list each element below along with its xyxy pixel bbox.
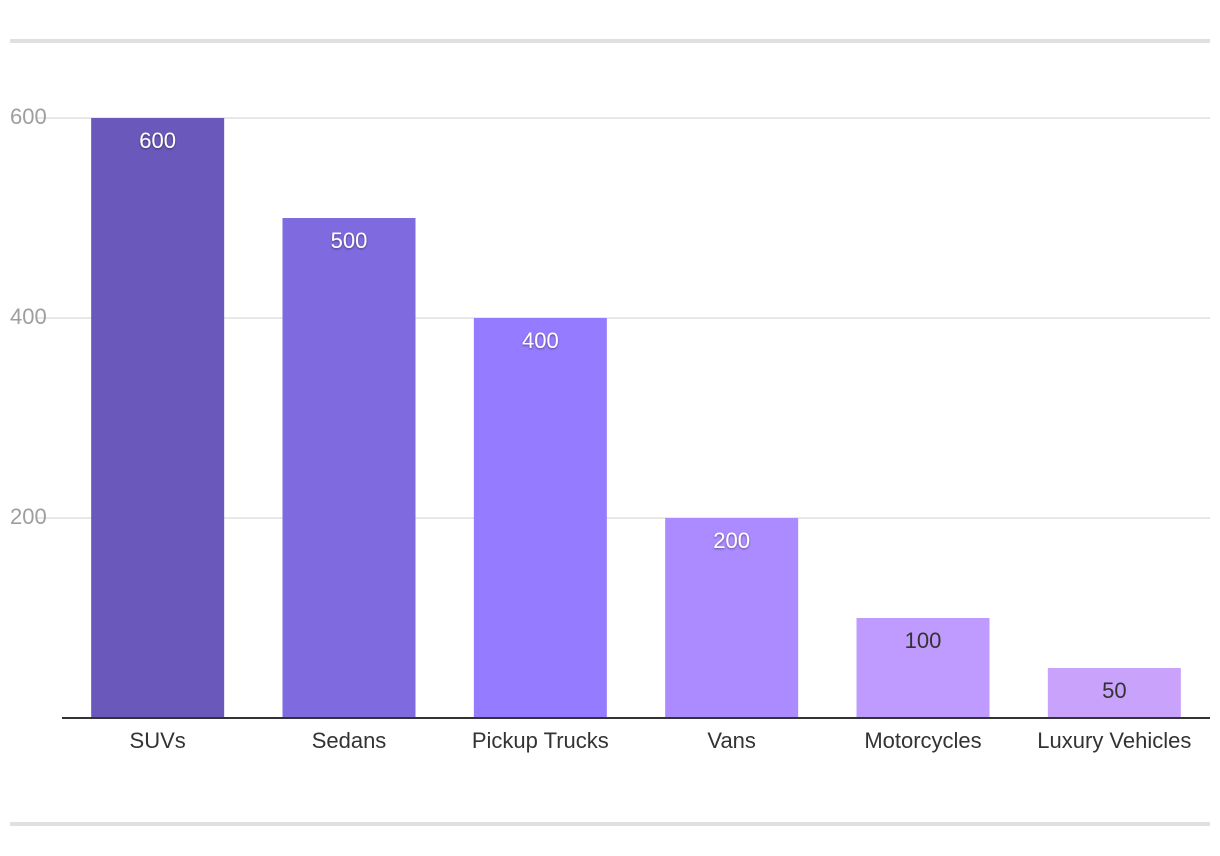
category-labels: SUVs Sedans Pickup Trucks Vans Motorcycles Lu…: [130, 728, 1192, 753]
data-label: 100: [905, 628, 942, 653]
y-tick-label: 600: [10, 104, 47, 129]
top-frame-rule: [10, 39, 1210, 43]
data-labels: 600 500 400 200 100 50: [139, 128, 1126, 703]
bar-suvs: [91, 118, 225, 718]
category-label: SUVs: [130, 728, 186, 753]
data-label: 50: [1102, 678, 1126, 703]
bar-motorcycles: [856, 618, 990, 718]
gridlines: [36, 117, 1210, 519]
data-label: 200: [713, 528, 750, 553]
bottom-frame-rule: [10, 822, 1210, 826]
category-label: Sedans: [312, 728, 387, 753]
category-label: Luxury Vehicles: [1037, 728, 1191, 753]
data-label: 400: [522, 328, 559, 353]
bar-luxury-vehicles: [1047, 668, 1181, 718]
y-axis-ticks: 200 400 600: [10, 104, 47, 529]
category-label: Pickup Trucks: [472, 728, 609, 753]
bar-vans: [665, 518, 799, 718]
category-label: Vans: [707, 728, 756, 753]
bar-pickup-trucks: [473, 318, 607, 718]
bar-sedans: [282, 218, 416, 718]
data-label: 500: [331, 228, 368, 253]
category-label: Motorcycles: [864, 728, 981, 753]
y-tick-label: 200: [10, 504, 47, 529]
data-label: 600: [139, 128, 176, 153]
y-tick-label: 400: [10, 304, 47, 329]
bars: [91, 118, 1181, 718]
